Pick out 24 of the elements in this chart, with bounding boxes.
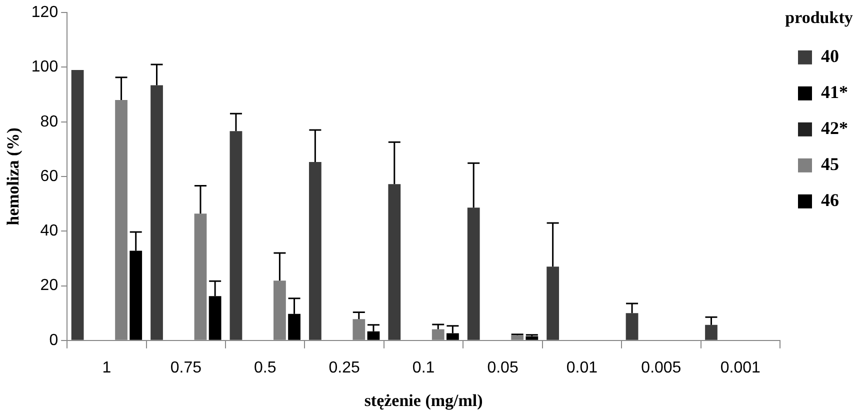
x-tick-label: 0.25: [328, 359, 360, 376]
x-tick-label: 0.1: [412, 359, 435, 376]
y-tick-label: 20: [40, 277, 58, 294]
x-tick-label: 0.05: [487, 359, 518, 376]
x-tick-label: 0.01: [566, 359, 598, 376]
legend-label: 45: [821, 154, 839, 174]
legend-title: produkty: [785, 8, 854, 27]
x-tick-label: 0.75: [170, 359, 202, 376]
legend-label: 46: [821, 190, 839, 210]
y-tick-label: 40: [40, 222, 58, 240]
y-tick-label: 0: [49, 332, 58, 349]
legend-label: 42*: [821, 118, 848, 138]
x-tick-label: 0.005: [641, 359, 682, 376]
x-tick-label: 0.001: [720, 359, 761, 376]
y-tick-label: 80: [40, 113, 58, 130]
y-tick-label: 120: [31, 4, 58, 22]
y-tick-label: 100: [31, 58, 58, 76]
y-tick-label: 60: [40, 168, 58, 185]
legend-label: 41*: [821, 82, 848, 102]
y-axis-title: hemoliza (%): [4, 128, 23, 226]
x-axis-title: stężenie (mg/ml): [364, 391, 483, 410]
x-tick-label: 1: [102, 359, 112, 376]
x-tick-label: 0.5: [254, 359, 276, 376]
legend-label: 40: [821, 46, 839, 66]
